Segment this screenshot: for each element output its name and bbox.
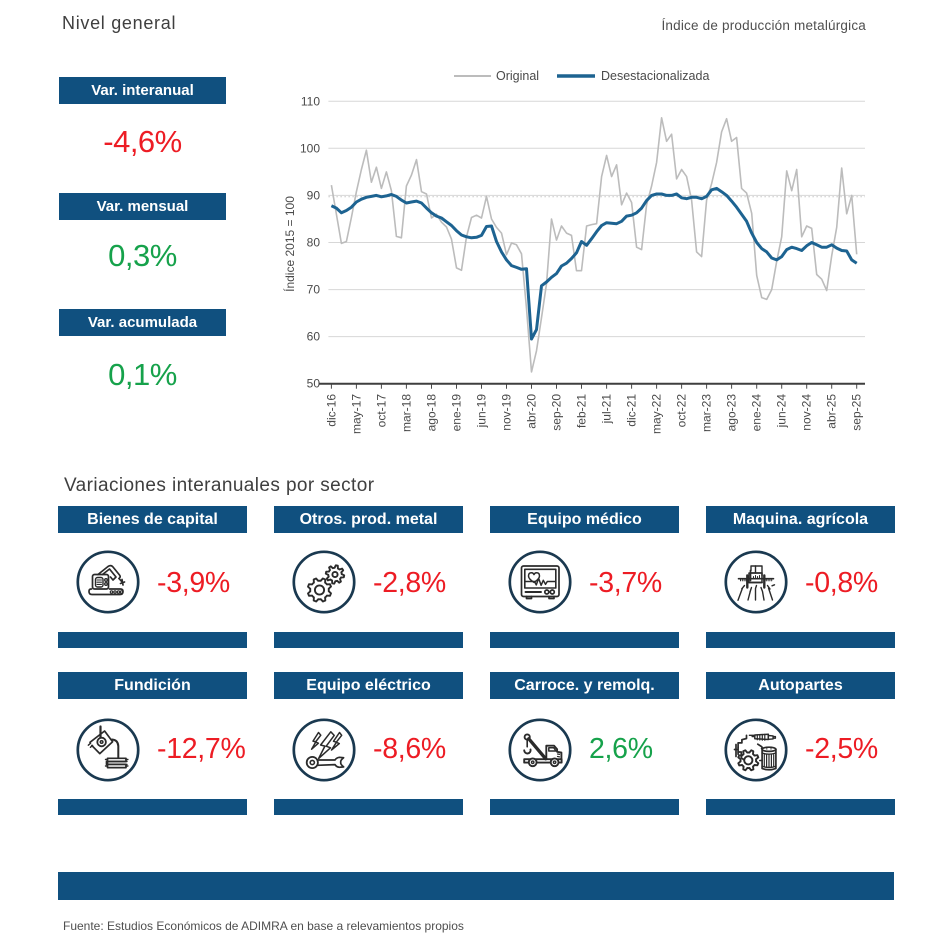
svg-text:100: 100 xyxy=(300,141,320,155)
svg-text:jun-19: jun-19 xyxy=(475,394,489,429)
svg-text:nov-19: nov-19 xyxy=(500,394,514,431)
svg-text:dic-16: dic-16 xyxy=(324,394,338,427)
svg-text:Desestacionalizada: Desestacionalizada xyxy=(601,69,709,83)
svg-text:jun-24: jun-24 xyxy=(775,394,789,429)
svg-text:abr-20: abr-20 xyxy=(525,394,539,429)
svg-text:ago-23: ago-23 xyxy=(725,394,739,432)
svg-text:Original: Original xyxy=(496,69,539,83)
svg-text:70: 70 xyxy=(307,283,321,297)
svg-text:90: 90 xyxy=(307,188,321,202)
svg-text:feb-21: feb-21 xyxy=(575,394,589,428)
svg-text:may-17: may-17 xyxy=(349,394,363,434)
svg-text:sep-20: sep-20 xyxy=(550,394,564,431)
svg-text:oct-22: oct-22 xyxy=(675,394,689,428)
svg-text:nov-24: nov-24 xyxy=(800,394,814,431)
svg-text:dic-21: dic-21 xyxy=(625,394,639,427)
svg-text:ago-18: ago-18 xyxy=(425,394,439,432)
svg-text:80: 80 xyxy=(307,236,321,250)
svg-text:sep-25: sep-25 xyxy=(850,394,864,431)
svg-text:jul-21: jul-21 xyxy=(600,394,614,425)
svg-text:oct-17: oct-17 xyxy=(374,394,388,428)
svg-text:50: 50 xyxy=(307,377,321,391)
svg-text:Índice 2015 = 100: Índice 2015 = 100 xyxy=(282,196,297,292)
svg-text:mar-18: mar-18 xyxy=(399,394,413,432)
svg-text:may-22: may-22 xyxy=(650,394,664,434)
svg-text:ene-24: ene-24 xyxy=(750,394,764,432)
svg-text:mar-23: mar-23 xyxy=(700,394,714,432)
svg-text:ene-19: ene-19 xyxy=(450,394,464,432)
svg-text:60: 60 xyxy=(307,330,321,344)
svg-text:110: 110 xyxy=(301,94,320,108)
svg-text:abr-25: abr-25 xyxy=(825,394,839,429)
